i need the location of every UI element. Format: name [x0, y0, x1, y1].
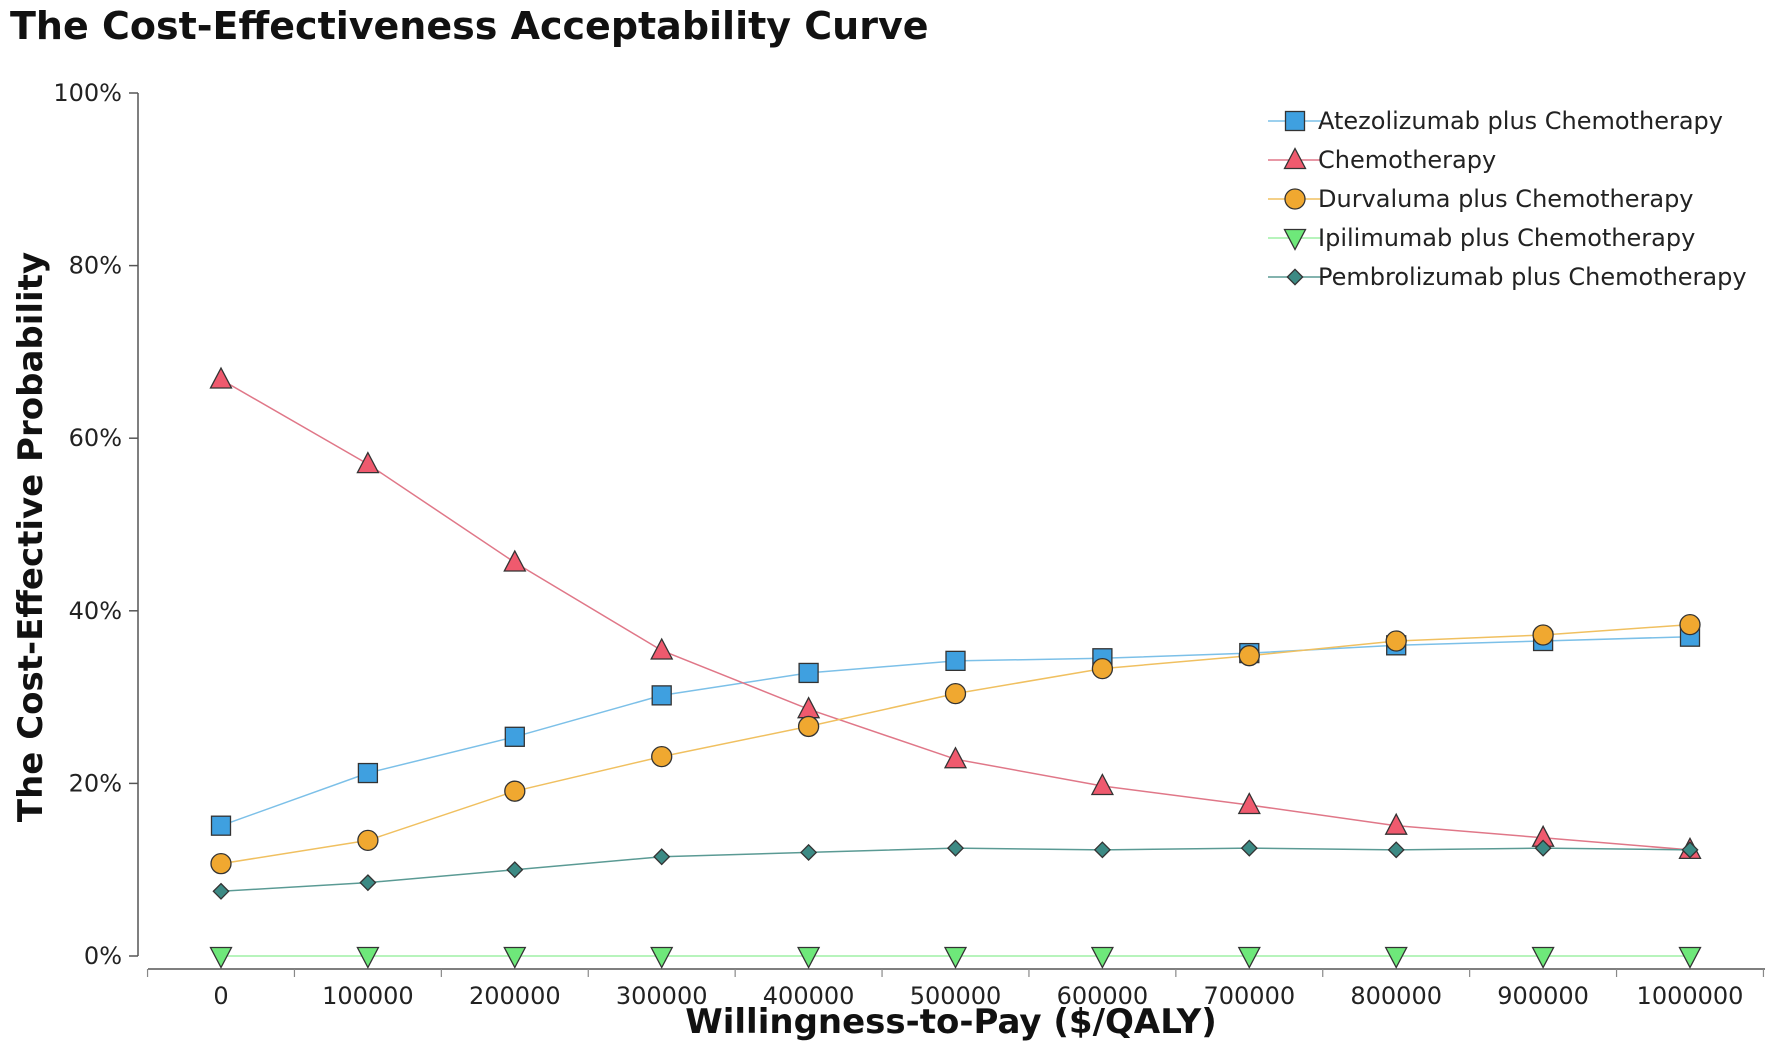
series-ipilimumab-plus-chemotherapy [209, 946, 1702, 969]
data-point [1679, 613, 1701, 636]
legend-marker [1283, 228, 1307, 251]
data-point [1090, 946, 1114, 969]
legend-item: Ipilimumab plus Chemotherapy [1268, 224, 1695, 252]
data-point [651, 685, 672, 706]
data-point [1240, 839, 1258, 857]
data-point [1091, 657, 1114, 680]
x-tick-label: 100000 [322, 982, 414, 1010]
data-point [1237, 792, 1261, 815]
data-point [946, 839, 965, 857]
data-point [212, 882, 230, 900]
data-point [209, 366, 233, 389]
legend-item: Pembrolizumab plus Chemotherapy [1268, 263, 1747, 291]
x-axis-title: Willingness-to-Pay ($/QALY) [685, 1002, 1217, 1042]
data-point [1238, 645, 1260, 667]
legend-label: Pembrolizumab plus Chemotherapy [1318, 263, 1747, 291]
legend-marker [1283, 147, 1307, 170]
legend-label: Atezolizumab plus Chemotherapy [1318, 107, 1723, 135]
x-tick-label: 400000 [763, 982, 855, 1010]
data-point [356, 451, 380, 474]
data-point [650, 946, 674, 969]
data-point [359, 874, 377, 892]
data-point [1385, 630, 1407, 652]
data-point [1384, 946, 1408, 969]
data-point [945, 650, 966, 672]
series-layer [209, 366, 1702, 969]
data-point [943, 946, 968, 969]
x-tick-label: 0 [213, 982, 228, 1010]
x-tick-label: 800000 [1350, 982, 1442, 1010]
data-point [798, 662, 819, 684]
y-tick-label: 0% [84, 942, 122, 970]
y-tick-label: 100% [53, 79, 122, 107]
x-tick-label: 700000 [1203, 982, 1295, 1010]
series-atezolizumab-plus-chemotherapy [210, 626, 1701, 836]
legend-marker [1284, 188, 1306, 210]
series-durvaluma-plus-chemotherapy [210, 613, 1701, 875]
legend-marker [1284, 110, 1306, 132]
data-point [1531, 946, 1555, 969]
legend-label: Ipilimumab plus Chemotherapy [1318, 224, 1695, 252]
x-tick-label: 900000 [1497, 982, 1589, 1010]
data-point [651, 745, 673, 768]
x-tick-label: 300000 [616, 982, 708, 1010]
y-tick-label: 20% [69, 769, 122, 797]
data-point [797, 696, 821, 719]
x-tick-label: 1000000 [1637, 982, 1744, 1010]
data-point [1384, 812, 1408, 835]
data-point [357, 762, 379, 784]
data-point [1532, 624, 1554, 646]
legend: Atezolizumab plus Chemotherapy Chemothera… [1268, 107, 1747, 291]
data-point [943, 746, 968, 769]
series-chemotherapy [209, 366, 1702, 860]
x-tick-label: 600000 [1057, 982, 1149, 1010]
data-point [506, 861, 524, 879]
data-point [1237, 946, 1261, 969]
data-point [503, 549, 527, 572]
y-tick-label: 60% [69, 424, 122, 452]
series-pembrolizumab-plus-chemotherapy [212, 839, 1699, 900]
data-point [797, 715, 820, 738]
data-point [357, 829, 379, 852]
legend-marker [1286, 268, 1304, 286]
axes: 0% 20% 40% 60% 80% 100% 0 100000 200000 300000 400… [53, 79, 1765, 1010]
x-tick-label: 200000 [469, 982, 561, 1010]
data-point [210, 815, 232, 836]
legend-label: Durvaluma plus Chemotherapy [1318, 185, 1694, 213]
data-point [1093, 841, 1111, 859]
data-point [653, 848, 671, 866]
data-point [1681, 841, 1699, 859]
data-point [1534, 839, 1552, 857]
data-point [210, 853, 232, 875]
legend-item: Chemotherapy [1268, 146, 1496, 174]
data-point [797, 946, 821, 969]
y-axis-title: The Cost-Effective Probability [11, 252, 51, 822]
legend-item: Atezolizumab plus Chemotherapy [1268, 107, 1723, 135]
data-point [944, 682, 967, 705]
legend-label: Chemotherapy [1318, 146, 1496, 174]
data-point [650, 637, 674, 660]
data-point [503, 946, 527, 969]
chart-title: The Cost-Effectiveness Acceptability Cur… [10, 4, 929, 48]
data-point [209, 946, 233, 969]
legend-item: Durvaluma plus Chemotherapy [1268, 185, 1694, 213]
data-point [800, 843, 818, 862]
data-point [504, 726, 525, 747]
data-point [356, 946, 380, 969]
data-point [1387, 841, 1405, 859]
y-tick-label: 40% [69, 597, 122, 625]
x-tick-label: 500000 [910, 982, 1002, 1010]
data-point [504, 780, 526, 802]
y-tick-label: 80% [69, 252, 122, 280]
data-point [1090, 773, 1114, 796]
series-line [220, 378, 1691, 851]
data-point [1678, 946, 1702, 969]
